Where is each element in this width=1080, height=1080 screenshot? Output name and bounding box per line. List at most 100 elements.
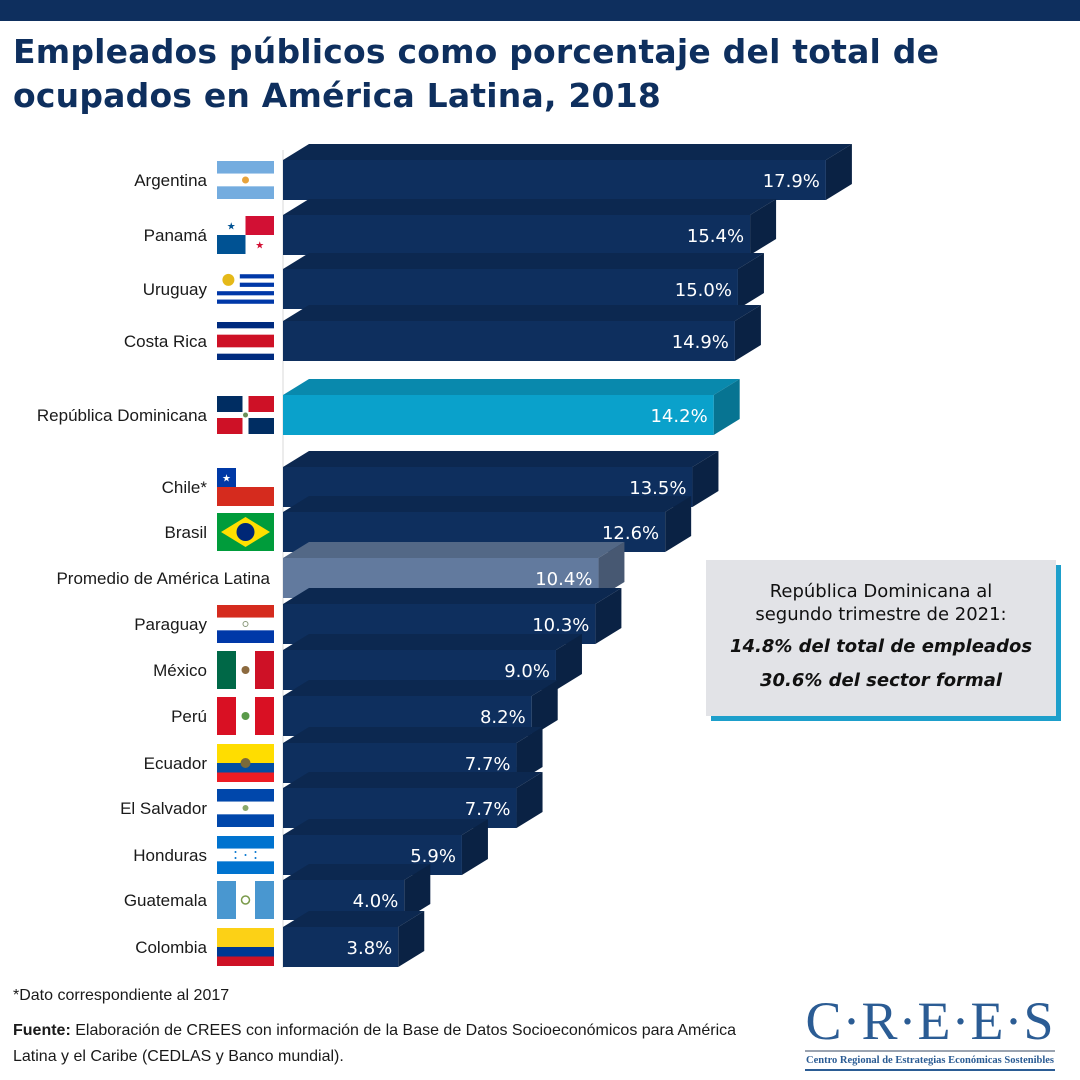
crees-logo: C·R·E·E·S Centro Regional de Estrategias…	[805, 993, 1055, 1073]
bar	[283, 160, 826, 200]
costa-rica-flag	[217, 322, 274, 360]
panama-flag: ★★	[217, 216, 274, 254]
svg-text:★: ★	[227, 222, 236, 233]
bar-side-face	[531, 680, 558, 736]
source-label: Fuente:	[13, 1022, 71, 1039]
category-label: Brasil	[164, 523, 207, 542]
category-label: Uruguay	[143, 280, 208, 299]
category-label: México	[153, 661, 207, 680]
bar-value-label: 15.4%	[687, 226, 744, 247]
paraguay-flag	[217, 605, 274, 643]
svg-text:★: ★	[222, 474, 231, 485]
dominican-republic-flag	[217, 396, 274, 434]
bar-group: 17.9%	[283, 144, 852, 200]
logo-rule	[805, 1050, 1055, 1052]
bar-top-face	[283, 634, 582, 650]
logo-full-name: Centro Regional de Estrategias Económica…	[805, 1055, 1054, 1066]
bar-top-face	[283, 588, 622, 604]
bar-top-face	[283, 379, 740, 395]
bar	[283, 269, 738, 309]
bar-side-face	[750, 199, 777, 255]
bar-side-face	[665, 496, 692, 552]
bar-side-face	[825, 144, 852, 200]
argentina-flag	[217, 161, 274, 199]
bar-value-label: 8.2%	[480, 707, 526, 728]
category-label: Colombia	[135, 938, 207, 957]
callout-line-1: República Dominicana al	[769, 581, 993, 602]
bar-group: 10.3%	[283, 588, 622, 644]
brazil-flag	[217, 513, 274, 551]
bar-side-face	[734, 305, 761, 361]
bar-group: 4.0%	[283, 864, 431, 920]
bar-side-face	[398, 911, 425, 967]
bar-top-face	[283, 680, 558, 696]
chart-title: Empleados públicos como porcentaje del t…	[13, 32, 940, 115]
top-banner	[0, 0, 1080, 21]
category-label: Promedio de América Latina	[56, 569, 270, 588]
bar-group: 14.9%	[283, 305, 761, 361]
bar-value-label: 13.5%	[629, 478, 686, 499]
bar-top-face	[283, 496, 692, 512]
category-label: Argentina	[134, 171, 207, 190]
bar-top-face	[283, 199, 777, 215]
guatemala-flag	[217, 881, 274, 919]
bar-side-face	[516, 772, 543, 828]
bar-side-face	[598, 542, 625, 598]
category-label: Guatemala	[124, 891, 208, 910]
bar-top-face	[283, 451, 719, 467]
bar-chart: 17.9%Argentina15.4%★★Panamá15.0%Uruguay1…	[37, 144, 852, 968]
chile-flag: ★	[217, 468, 274, 506]
bar-side-face	[737, 253, 764, 309]
bar-value-label: 12.6%	[602, 523, 659, 544]
bar-side-face	[713, 379, 740, 435]
el-salvador-flag	[217, 789, 274, 827]
bar-top-face	[283, 864, 431, 880]
bar-value-label: 17.9%	[763, 171, 820, 192]
bar-top-face	[283, 727, 543, 743]
colombia-flag	[217, 928, 274, 966]
bar	[283, 395, 714, 435]
callout-line-2: segundo trimestre de 2021:	[755, 604, 1007, 625]
category-label: Panamá	[144, 226, 208, 245]
bar-value-label: 7.7%	[465, 754, 511, 775]
bar-top-face	[283, 144, 852, 160]
category-label: República Dominicana	[37, 406, 208, 425]
bar-group: 15.4%	[283, 199, 777, 255]
bar-side-face	[692, 451, 719, 507]
mexico-flag	[217, 651, 274, 689]
bar-side-face	[516, 727, 543, 783]
logo-acronym: C·R·E·E·S	[805, 991, 1055, 1051]
bar-top-face	[283, 911, 425, 927]
dominican-republic-callout: República Dominicana al segundo trimestr…	[706, 560, 1056, 716]
peru-flag	[217, 697, 274, 735]
bar-value-label: 7.7%	[465, 799, 511, 820]
bar-side-face	[595, 588, 622, 644]
logo-rule-bottom	[805, 1069, 1055, 1071]
bar-group: 3.8%	[283, 911, 425, 967]
category-label: Ecuador	[144, 754, 208, 773]
bar-value-label: 10.3%	[532, 615, 589, 636]
callout-line-3: 14.8% del total de empleados	[729, 636, 1033, 657]
honduras-flag	[217, 836, 274, 874]
bar-value-label: 10.4%	[535, 569, 592, 590]
bar-top-face	[283, 819, 488, 835]
bar-value-label: 9.0%	[504, 661, 550, 682]
bar-side-face	[461, 819, 488, 875]
bar-top-face	[283, 305, 761, 321]
bar	[283, 215, 751, 255]
bar-group: 14.2%	[283, 379, 740, 435]
category-label: Chile*	[162, 478, 208, 497]
bar-top-face	[283, 253, 764, 269]
bar-group: 15.0%	[283, 253, 764, 309]
source-note: Fuente: Elaboración de CREES con informa…	[13, 1018, 753, 1070]
category-label: El Salvador	[120, 799, 207, 818]
bar-top-face	[283, 772, 543, 788]
uruguay-flag	[217, 270, 274, 308]
bar-value-label: 3.8%	[347, 938, 393, 959]
bar-value-label: 4.0%	[353, 891, 399, 912]
callout-line-4: 30.6% del sector formal	[759, 670, 1003, 691]
svg-text:★: ★	[255, 241, 264, 252]
ecuador-flag	[217, 744, 274, 782]
bar	[283, 927, 399, 967]
bar-side-face	[404, 864, 431, 920]
